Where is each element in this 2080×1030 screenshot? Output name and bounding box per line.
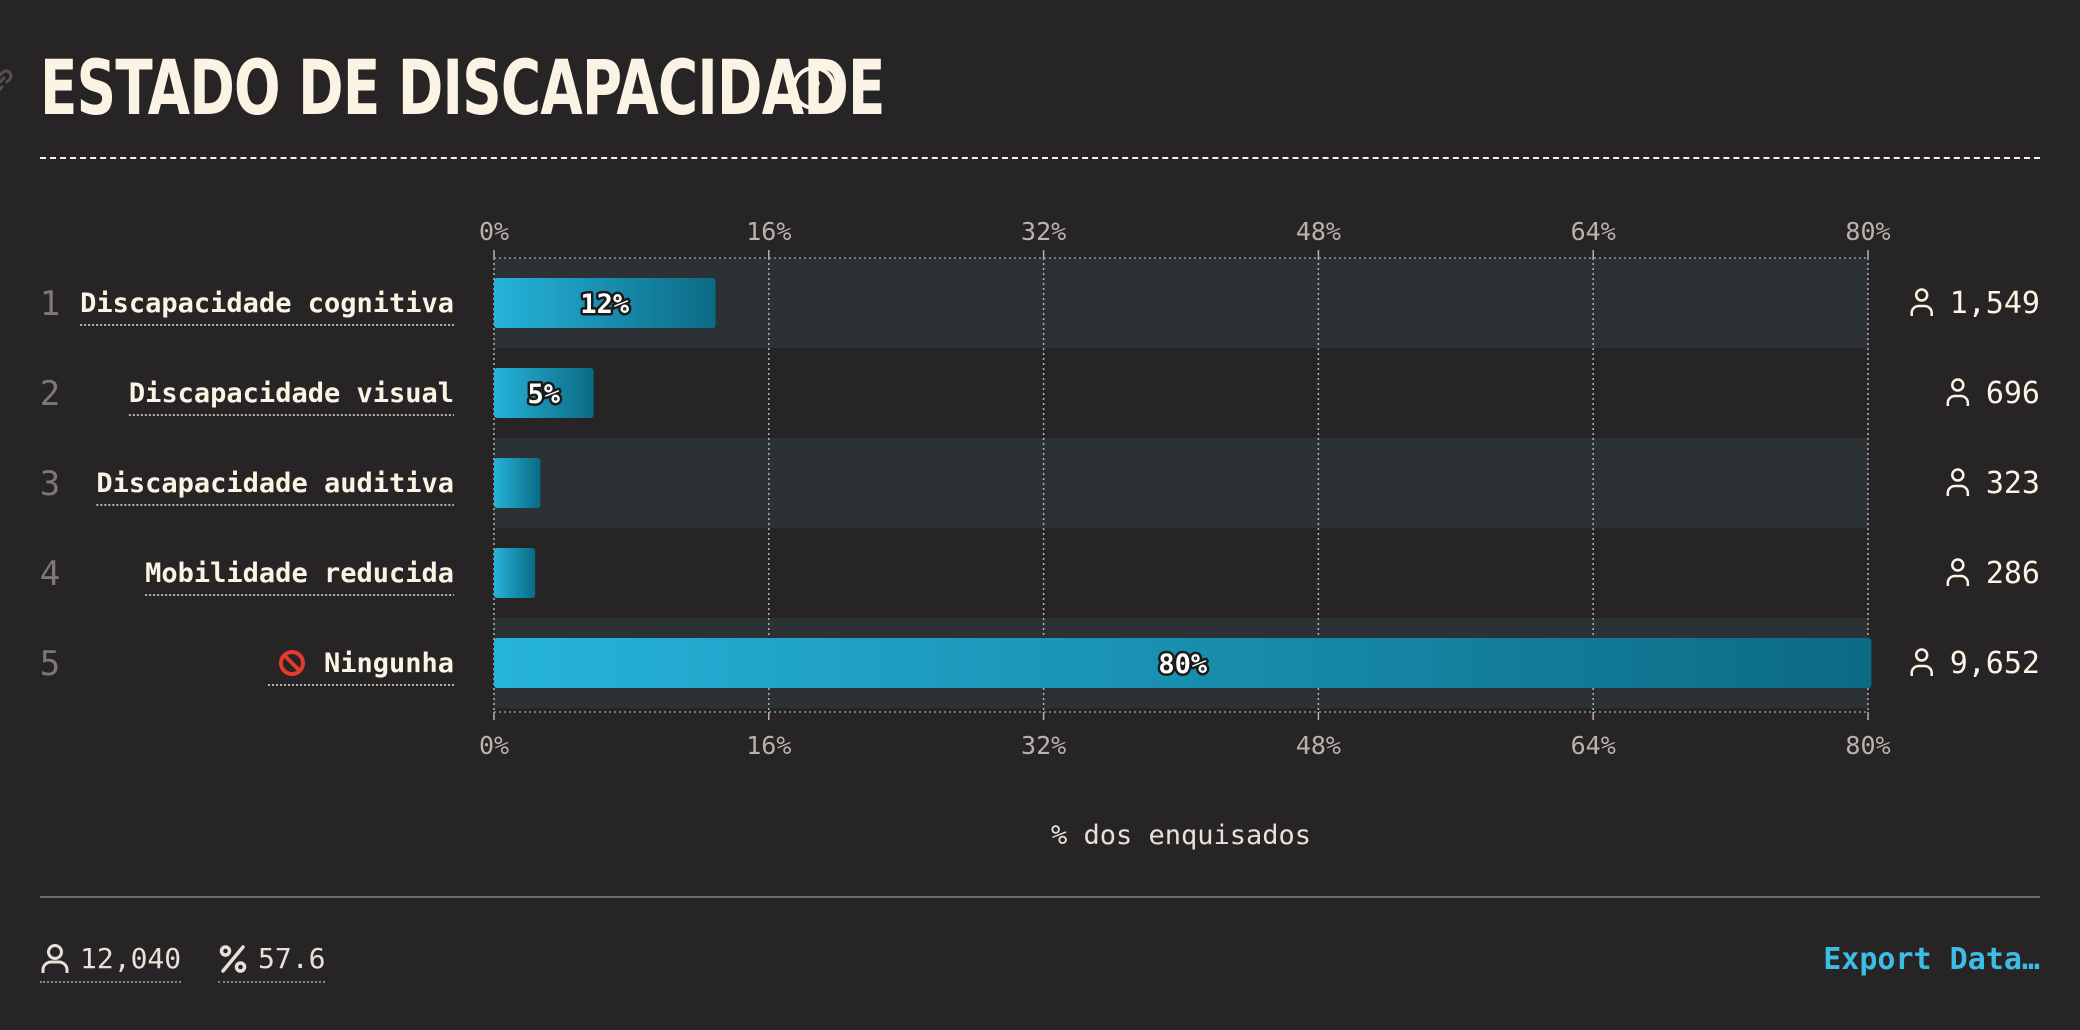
bar-chart: 0% 0% 16% 16% 32% 32% 48% 48% 64% 64% 80% 80% 12% 5%… xyxy=(40,217,2040,851)
person-icon-head xyxy=(1914,648,1929,662)
rank-number: 2 xyxy=(40,374,60,414)
bar[interactable] xyxy=(494,458,541,508)
response-rate[interactable]: 57.6 xyxy=(218,942,326,983)
person-icon-body xyxy=(1946,484,1970,496)
x-tick-label-bottom: 0% xyxy=(479,731,509,760)
person-icon-head xyxy=(1951,378,1965,392)
response-rate-value: 57.6 xyxy=(258,942,326,975)
x-tick-label-top: 16% xyxy=(746,217,791,246)
x-tick-label-top: 48% xyxy=(1296,217,1341,246)
respondent-count-label: 1,549 xyxy=(1950,286,2040,321)
person-icon xyxy=(41,943,69,973)
person-icon xyxy=(1946,378,1970,406)
x-tick-label-bottom: 16% xyxy=(746,731,791,760)
prohibited-icon-ring xyxy=(278,650,305,676)
export-data-link[interactable]: Export Data… xyxy=(1823,942,2040,977)
page-title: ESTADO DE DISCAPACIDADE xyxy=(40,43,885,132)
bar[interactable] xyxy=(494,548,536,598)
prohibited-icon-slash xyxy=(282,653,302,673)
x-tick-label-bottom: 32% xyxy=(1021,731,1066,760)
x-tick-label-top: 64% xyxy=(1571,217,1616,246)
person-icon-head xyxy=(1951,558,1965,572)
footer-divider xyxy=(40,896,2040,898)
respondent-count-label: 9,652 xyxy=(1950,646,2040,681)
respondent-count[interactable]: 12,040 xyxy=(40,942,182,983)
person-icon xyxy=(1946,468,1970,496)
person-icon xyxy=(1910,648,1933,676)
bar-data-label: 12% xyxy=(580,289,630,320)
rank-number: 1 xyxy=(40,284,60,324)
x-tick-label-top: 0% xyxy=(479,217,509,246)
person-icon xyxy=(1946,558,1970,586)
rank-number: 5 xyxy=(40,644,60,684)
person-icon-body xyxy=(1946,574,1970,586)
category-label[interactable]: Discapacidade visual xyxy=(129,378,454,409)
bar[interactable] xyxy=(494,638,1872,688)
bar[interactable] xyxy=(494,278,716,328)
person-icon-head xyxy=(1951,468,1965,482)
category-label[interactable]: Discapacidade cognitiva xyxy=(80,288,454,319)
respondent-count-label: 286 xyxy=(1986,556,2040,591)
person-icon-body xyxy=(1910,304,1933,316)
x-tick-label-top: 32% xyxy=(1021,217,1066,246)
respondent-count-label: 323 xyxy=(1986,466,2040,501)
person-icon-body xyxy=(1946,394,1970,406)
rank-number: 3 xyxy=(40,464,60,504)
percent-icon xyxy=(219,944,247,973)
title-divider xyxy=(40,157,2040,159)
rank-number: 4 xyxy=(40,554,60,594)
row-band xyxy=(494,438,1868,528)
x-tick-label-bottom: 48% xyxy=(1296,731,1341,760)
person-icon xyxy=(1910,288,1933,316)
x-tick-label-bottom: 80% xyxy=(1845,731,1890,760)
x-tick-label-top: 80% xyxy=(1845,217,1890,246)
respondent-count-label: 696 xyxy=(1986,376,2040,411)
person-icon-body xyxy=(1910,664,1933,676)
category-label[interactable]: Ningunha xyxy=(324,648,454,679)
category-label[interactable]: Mobilidade reducida xyxy=(145,558,454,589)
row-band xyxy=(494,258,1868,348)
bar-data-label: 5% xyxy=(528,379,561,410)
bar[interactable] xyxy=(494,368,594,418)
x-tick-label-bottom: 64% xyxy=(1571,731,1616,760)
category-label[interactable]: Discapacidade auditiva xyxy=(96,468,454,499)
x-axis-label: % dos enquisados xyxy=(1051,820,1311,851)
link-icon[interactable] xyxy=(0,66,16,100)
respondent-count-value: 12,040 xyxy=(80,942,182,975)
prohibited-icon xyxy=(278,650,305,676)
person-icon-head xyxy=(1914,288,1929,302)
bar-data-label: 80% xyxy=(1158,649,1208,680)
help-icon[interactable]: ? xyxy=(792,66,836,110)
